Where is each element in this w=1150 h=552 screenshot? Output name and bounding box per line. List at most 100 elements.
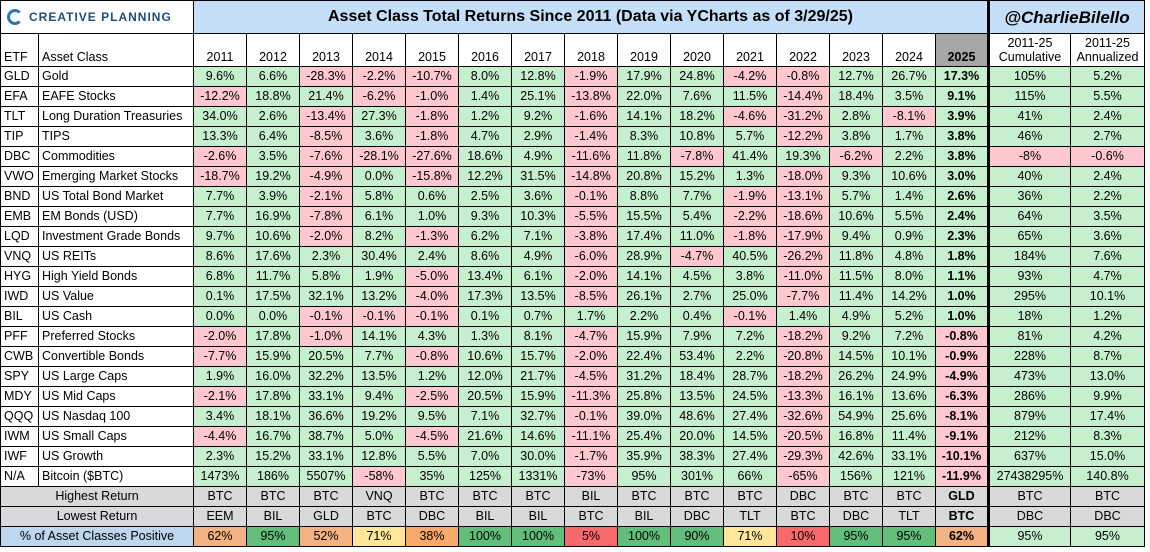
return-cell: -1.8% — [405, 106, 459, 127]
footer-value: 38% — [405, 526, 459, 547]
header-etf: ETF — [0, 33, 39, 67]
return-cell: 10.6% — [882, 166, 936, 187]
table-row: BIL US Cash 0.0% 0.0% -0.1% -0.1% -0.1% 0.1% 0.7… — [0, 306, 1145, 327]
return-cell: 184% — [987, 246, 1071, 267]
return-cell: 1.0% — [405, 206, 459, 227]
return-cell: 8.8% — [617, 186, 671, 207]
return-cell: 21.4% — [299, 86, 353, 107]
footer-value: GLD — [299, 506, 353, 527]
header-year-2018: 2018 — [564, 33, 618, 67]
asset-class-name: Emerging Market Stocks — [38, 166, 194, 187]
return-cell: 2.4% — [1070, 166, 1145, 187]
return-cell: 10.6% — [829, 206, 883, 227]
return-cell: 10.1% — [882, 346, 936, 367]
return-cell: -14.8% — [564, 166, 618, 187]
return-cell: -1.9% — [564, 66, 618, 87]
return-cell: 1.0% — [935, 286, 989, 307]
return-cell: 7.1% — [511, 226, 565, 247]
asset-class-name: US REITs — [38, 246, 194, 267]
return-cell: -0.8% — [405, 346, 459, 367]
etf-ticker: MDY — [0, 386, 39, 407]
return-cell: 19.2% — [246, 166, 300, 187]
return-cell: -28.3% — [299, 66, 353, 87]
header-annualized: 2011-25 Annualized — [1070, 33, 1145, 67]
return-cell: -20.5% — [776, 426, 830, 447]
return-cell: 0.6% — [405, 186, 459, 207]
return-cell: -14.4% — [776, 86, 830, 107]
return-cell: -10.7% — [405, 66, 459, 87]
return-cell: 4.9% — [511, 146, 565, 167]
return-cell: 14.5% — [723, 426, 777, 447]
header-year-2025: 2025 — [935, 33, 989, 67]
header-year-2021: 2021 — [723, 33, 777, 67]
footer-label: Highest Return — [0, 486, 194, 507]
return-cell: 16.0% — [246, 366, 300, 387]
return-cell: 1.8% — [935, 246, 989, 267]
etf-ticker: IWD — [0, 286, 39, 307]
return-cell: 2.3% — [299, 246, 353, 267]
table-row: GLD Gold 9.6% 6.6% -28.3% -2.2% -10.7% 8.0% 12.8… — [0, 66, 1145, 87]
return-cell: 1.0% — [935, 306, 989, 327]
return-cell: 12.8% — [511, 66, 565, 87]
return-cell: -28.1% — [352, 146, 406, 167]
return-cell: -18.2% — [776, 366, 830, 387]
return-cell: 26.2% — [829, 366, 883, 387]
footer-value: BTC — [987, 486, 1071, 507]
return-cell: 25.0% — [723, 286, 777, 307]
return-cell: -4.4% — [193, 426, 247, 447]
asset-class-name: US Mid Caps — [38, 386, 194, 407]
footer-value: 71% — [352, 526, 406, 547]
return-cell: 8.0% — [458, 66, 512, 87]
return-cell: -2.6% — [193, 146, 247, 167]
return-cell: 95% — [617, 466, 671, 487]
footer-value: BIL — [246, 506, 300, 527]
creative-planning-logo-icon — [7, 9, 23, 25]
return-cell: 3.8% — [829, 126, 883, 147]
return-cell: -11.0% — [776, 266, 830, 287]
return-cell: -7.6% — [299, 146, 353, 167]
footer-value: 90% — [670, 526, 724, 547]
return-cell: 30.0% — [511, 446, 565, 467]
table-title: Asset Class Total Returns Since 2011 (Da… — [193, 0, 989, 34]
return-cell: 81% — [987, 326, 1071, 347]
return-cell: 65% — [987, 226, 1071, 247]
asset-class-name: EAFE Stocks — [38, 86, 194, 107]
return-cell: -18.0% — [776, 166, 830, 187]
return-cell: 13.3% — [193, 126, 247, 147]
return-cell: 17.9% — [617, 66, 671, 87]
table-row: BND US Total Bond Market 7.7% 3.9% -2.1% 5.8%… — [0, 186, 1145, 207]
asset-class-name: US Value — [38, 286, 194, 307]
table-row: EFA EAFE Stocks -12.2% 18.8% 21.4% -6.2% -1.0%… — [0, 86, 1145, 107]
return-cell: 27.4% — [723, 406, 777, 427]
return-cell: 186% — [246, 466, 300, 487]
return-cell: -4.7% — [564, 326, 618, 347]
table-row: QQQ US Nasdaq 100 3.4% 18.1% 36.6% 19.2% 9.5% 7… — [0, 406, 1145, 427]
etf-ticker: LQD — [0, 226, 39, 247]
return-cell: 8.0% — [882, 266, 936, 287]
etf-ticker: IWM — [0, 426, 39, 447]
asset-class-name: TIPS — [38, 126, 194, 147]
return-cell: 12.0% — [458, 366, 512, 387]
return-cell: 5.2% — [1070, 66, 1145, 87]
return-cell: 6.6% — [246, 66, 300, 87]
table-row: MDY US Mid Caps -2.1% 17.8% 33.1% 9.4% -2.5% 20… — [0, 386, 1145, 407]
footer-value: DBC — [670, 506, 724, 527]
return-cell: 4.9% — [829, 306, 883, 327]
return-cell: 2.4% — [1070, 106, 1145, 127]
return-cell: 25.8% — [617, 386, 671, 407]
return-cell: -0.1% — [299, 306, 353, 327]
author-handle: @CharlieBilello — [987, 0, 1145, 34]
return-cell: 5.5% — [882, 206, 936, 227]
footer-value: DBC — [776, 486, 830, 507]
return-cell: -8% — [987, 146, 1071, 167]
table-row: DBC Commodities -2.6% 3.5% -7.6% -28.1% -27.6%… — [0, 146, 1145, 167]
return-cell: 14.2% — [882, 286, 936, 307]
return-cell: 11.4% — [829, 286, 883, 307]
return-cell: 19.2% — [352, 406, 406, 427]
return-cell: 6.8% — [193, 266, 247, 287]
return-cell: 46% — [987, 126, 1071, 147]
footer-label: % of Asset Classes Positive — [0, 526, 194, 547]
footer-value: 62% — [193, 526, 247, 547]
